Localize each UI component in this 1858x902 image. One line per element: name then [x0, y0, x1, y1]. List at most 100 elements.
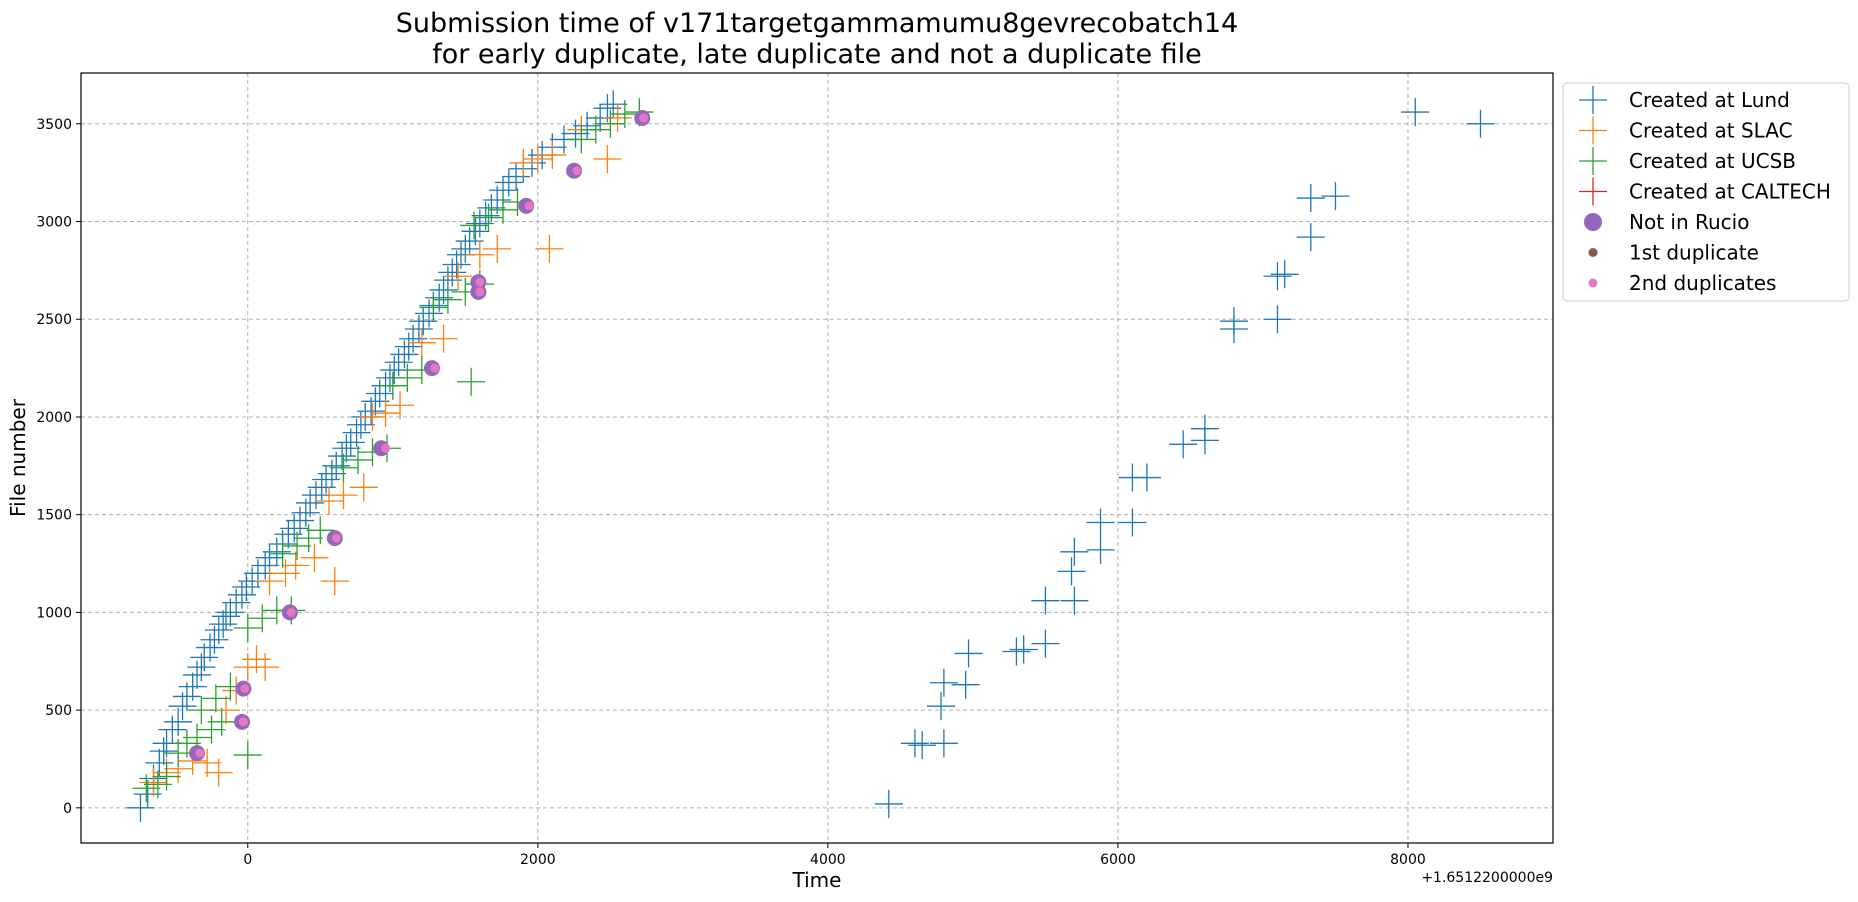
- data-point: [1118, 508, 1147, 537]
- legend-marker: [1579, 116, 1607, 145]
- data-point: [502, 162, 531, 191]
- data-point: [386, 391, 415, 420]
- data-point: [926, 692, 955, 721]
- data-point: [271, 559, 300, 588]
- legend-label: Not in Rucio: [1629, 210, 1749, 234]
- y-tick-label: 3000: [36, 215, 72, 231]
- data-point: [393, 363, 422, 392]
- data-point: [317, 459, 346, 488]
- data-point: [1086, 508, 1115, 537]
- legend-marker: [1584, 213, 1602, 231]
- data-point: [195, 748, 205, 758]
- data-point: [331, 533, 341, 543]
- legend-item: Created at Lund: [1579, 86, 1790, 114]
- data-point: [523, 144, 552, 173]
- data-point: [581, 115, 610, 144]
- data-point: [483, 234, 512, 263]
- data-point: [457, 367, 486, 396]
- data-point: [301, 481, 330, 510]
- data-point: [342, 418, 371, 447]
- data-point: [384, 348, 413, 377]
- data-point: [281, 551, 310, 580]
- data-point: [204, 758, 233, 787]
- data-point: [461, 217, 490, 246]
- data-point: [280, 514, 309, 543]
- data-point: [433, 285, 462, 314]
- legend-label: Created at Lund: [1629, 88, 1790, 112]
- data-point: [494, 168, 523, 197]
- data-point: [227, 580, 256, 609]
- data-point: [306, 516, 335, 545]
- data-point: [1466, 109, 1495, 138]
- legend-item: 1st duplicate: [1588, 241, 1759, 265]
- data-point: [929, 668, 958, 697]
- data-point: [474, 203, 503, 232]
- data-point: [149, 737, 178, 766]
- legend: Created at Lund Created at SLAC Created at…: [1562, 82, 1850, 302]
- data-point: [158, 715, 187, 744]
- data-point: [1401, 98, 1430, 127]
- data-point: [152, 762, 181, 791]
- data-point: [1060, 537, 1089, 566]
- y-tick-label: 500: [45, 703, 72, 719]
- legend-item: Created at CALTECH: [1579, 177, 1831, 206]
- data-point: [900, 729, 929, 758]
- x-offset-label: +1.6512200000e9: [1421, 870, 1553, 886]
- data-point: [320, 567, 349, 596]
- data-point: [296, 488, 325, 517]
- legend-label: Created at CALTECH: [1629, 180, 1831, 204]
- data-point: [535, 234, 564, 263]
- data-point: [172, 729, 201, 758]
- data-point: [283, 531, 312, 560]
- data-point: [285, 506, 314, 535]
- legend-marker: [1588, 248, 1598, 257]
- data-point: [954, 639, 983, 668]
- data-point: [251, 551, 280, 580]
- data-point: [242, 645, 271, 674]
- data-point: [639, 113, 649, 123]
- data-point: [371, 399, 400, 428]
- data-point: [1263, 305, 1292, 334]
- data-point: [204, 615, 233, 644]
- chart-title: Submission time of v171targetgammamumu8g…: [396, 8, 1238, 39]
- data-point: [524, 201, 534, 211]
- series-4: [189, 109, 651, 762]
- data-point: [874, 789, 903, 818]
- data-point: [429, 324, 458, 353]
- data-point: [332, 434, 361, 463]
- data-point: [1321, 182, 1350, 211]
- data-point: [465, 240, 494, 269]
- data-point: [255, 567, 284, 596]
- data-point: [378, 371, 407, 400]
- data-point: [1270, 260, 1299, 289]
- x-tick-label: 4000: [810, 852, 846, 868]
- data-point: [365, 379, 394, 408]
- data-point: [390, 340, 419, 369]
- y-tick-label: 1500: [36, 508, 72, 524]
- data-point: [307, 473, 336, 502]
- data-point: [610, 100, 639, 129]
- data-point: [346, 410, 375, 439]
- data-point: [573, 111, 602, 140]
- x-tick-label: 6000: [1100, 852, 1136, 868]
- data-point: [1132, 463, 1161, 492]
- legend-box: [1562, 82, 1850, 302]
- data-point: [407, 328, 436, 357]
- plot-frame: [80, 72, 1554, 844]
- data-point: [1031, 629, 1060, 658]
- x-tick-label: 0: [243, 852, 252, 868]
- data-point: [268, 539, 297, 568]
- legend-item: Not in Rucio: [1584, 210, 1749, 234]
- legend-label: 2nd duplicates: [1629, 271, 1776, 295]
- data-point: [164, 707, 193, 736]
- data-point: [212, 696, 241, 725]
- data-point: [349, 473, 378, 502]
- data-point: [596, 109, 625, 138]
- data-point: [312, 465, 341, 494]
- data-point: [475, 277, 485, 287]
- data-point: [1219, 307, 1248, 336]
- data-point: [197, 715, 226, 744]
- legend-item: Created at UCSB: [1579, 147, 1796, 175]
- data-point: [394, 332, 423, 361]
